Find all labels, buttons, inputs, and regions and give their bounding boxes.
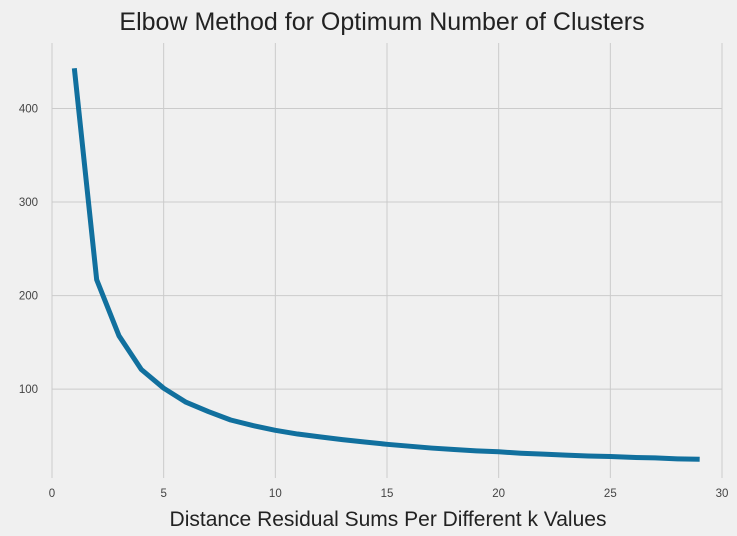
y-tick-label: 200	[19, 291, 38, 303]
x-axis-label: Distance Residual Sums Per Different k V…	[170, 508, 607, 531]
x-tick-label: 5	[160, 488, 166, 500]
x-tick-label: 20	[492, 488, 505, 500]
chart-title: Elbow Method for Optimum Number of Clust…	[119, 8, 644, 36]
tick-layer: 0 5 10 15 20 25 30 100 200 300 400	[19, 103, 729, 500]
series-layer	[71, 67, 700, 462]
x-tick-label: 30	[716, 488, 729, 500]
y-tick-label: 100	[19, 384, 38, 396]
x-tick-label: 10	[269, 488, 282, 500]
y-tick-label: 300	[19, 197, 38, 209]
series-line	[71, 67, 700, 462]
x-tick-label: 25	[604, 488, 617, 500]
y-tick-label: 400	[19, 103, 38, 115]
x-tick-label: 15	[381, 488, 394, 500]
x-tick-label: 0	[49, 488, 55, 500]
